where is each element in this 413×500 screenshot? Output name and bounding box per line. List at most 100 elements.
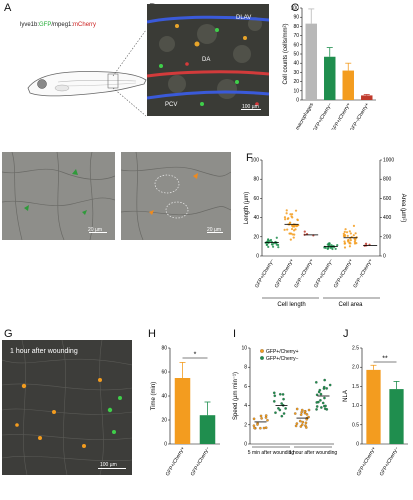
panel-label-g: G xyxy=(4,328,13,340)
x-tick-label: GFP−/Cherry+ xyxy=(352,258,373,289)
x-tick-label: GFP−/Cherry+ xyxy=(293,258,314,289)
data-point xyxy=(298,419,302,423)
data-point xyxy=(300,408,304,412)
data-point xyxy=(343,246,347,249)
data-point xyxy=(256,423,259,426)
data-point xyxy=(252,417,256,421)
scale-bar xyxy=(241,109,261,110)
data-point xyxy=(303,410,307,413)
panel-b-confocal-image: DLAV DA PCV 100 µm xyxy=(147,4,269,116)
zebrafish-larva-diagram xyxy=(27,30,147,117)
data-point xyxy=(282,397,285,401)
data-point xyxy=(295,422,299,425)
y-tick-label: 200 xyxy=(383,234,392,240)
chart-i-speed: 0 2 4 6 8 10 Speed (µm min⁻¹) 5 min after wound… xyxy=(233,346,337,457)
data-point xyxy=(293,412,297,415)
data-point xyxy=(320,406,323,409)
scale-bar xyxy=(98,468,126,469)
data-point xyxy=(319,392,323,396)
y-tick-label: 20 xyxy=(293,79,299,85)
data-point xyxy=(349,239,352,242)
data-point xyxy=(294,209,298,212)
data-point xyxy=(289,238,292,241)
data-point xyxy=(284,218,287,221)
data-point xyxy=(322,385,326,389)
bar xyxy=(361,95,373,100)
scale-bar xyxy=(207,232,223,233)
scale-bar xyxy=(89,232,107,233)
da-label: DA xyxy=(202,57,211,63)
chart-h-time: 0 20 40 60 80 Time (min) GFP+/Cherry+ GFP+/Cher… xyxy=(151,346,220,477)
data-point xyxy=(324,404,327,408)
legend-marker xyxy=(260,349,264,353)
panel-label-i: I xyxy=(233,328,237,340)
y-tick-label: 30 xyxy=(293,70,299,76)
construct-label-part: lyve1b xyxy=(20,22,38,28)
y-tick-label: 40 xyxy=(293,61,299,67)
y-tick-label: 600 xyxy=(383,196,392,202)
data-point xyxy=(354,232,357,235)
data-point xyxy=(319,399,322,402)
construct-label-part: /mpeg1: xyxy=(51,22,74,28)
y-tick-label: 90 xyxy=(293,15,299,21)
y-tick-label: 400 xyxy=(383,215,392,221)
panel-e-brightfield-image: 20 µm xyxy=(121,152,231,240)
construct-label-part: mCherry xyxy=(73,22,97,28)
data-point xyxy=(275,236,278,239)
y-tick-label: 100 xyxy=(251,158,260,164)
y-tick-label: 50 xyxy=(293,52,299,58)
data-point xyxy=(346,234,349,237)
data-point xyxy=(352,224,356,228)
group-label: Cell area xyxy=(338,302,363,308)
y-tick-label: 0 xyxy=(383,254,386,260)
data-point xyxy=(331,247,334,251)
data-point xyxy=(287,217,290,220)
data-point xyxy=(296,218,299,221)
x-tick-label: GFP+/Cherry− xyxy=(313,258,334,289)
data-point xyxy=(267,245,270,248)
data-point xyxy=(343,242,347,245)
data-point xyxy=(293,233,296,236)
data-point xyxy=(295,407,299,411)
data-point xyxy=(285,212,288,215)
construct-label-part: GFP xyxy=(39,22,52,28)
y-tick-label: 80 xyxy=(253,177,259,183)
data-point xyxy=(315,401,319,404)
y-tick-label: 20 xyxy=(161,418,167,424)
significance-marker: * xyxy=(194,352,197,359)
y-tick-label: 100 xyxy=(291,6,300,12)
bar xyxy=(305,23,317,100)
panel-d-brightfield-image: 20 µm xyxy=(2,152,115,240)
x-tick-label: Total macrophages xyxy=(289,102,316,130)
y-tick-label: 60 xyxy=(253,196,259,202)
data-point xyxy=(290,227,294,231)
data-point xyxy=(328,383,332,387)
data-point xyxy=(289,232,293,235)
data-point xyxy=(273,394,277,398)
data-point xyxy=(253,426,256,430)
x-tick-label: GFP+/Cherry+ xyxy=(165,446,186,477)
panel-label-c: C xyxy=(291,2,299,14)
x-tick-label: GFP+/Cherry+ xyxy=(356,446,377,477)
legend-marker xyxy=(260,356,264,360)
data-point xyxy=(259,414,263,418)
x-tick-label: GFP−/Cherry+ xyxy=(349,102,370,130)
data-point xyxy=(271,245,275,248)
data-point xyxy=(344,228,347,231)
data-point xyxy=(345,231,349,234)
x-tick-label: GFP+/Cherry+ xyxy=(331,102,352,130)
data-point xyxy=(321,401,325,405)
y-axis-label: Speed (µm min⁻¹) xyxy=(233,372,239,420)
data-point xyxy=(272,400,276,403)
group-label: 5 min after wounding xyxy=(248,450,295,456)
data-point xyxy=(304,421,308,425)
bar xyxy=(174,378,191,444)
data-point xyxy=(294,228,297,231)
data-point xyxy=(274,411,277,415)
scale-bar-label: 100 µm xyxy=(242,104,259,110)
data-point xyxy=(272,391,276,395)
data-point xyxy=(280,414,284,418)
y-tick-label: 40 xyxy=(253,215,259,221)
data-point xyxy=(288,221,292,224)
data-point xyxy=(348,241,351,244)
